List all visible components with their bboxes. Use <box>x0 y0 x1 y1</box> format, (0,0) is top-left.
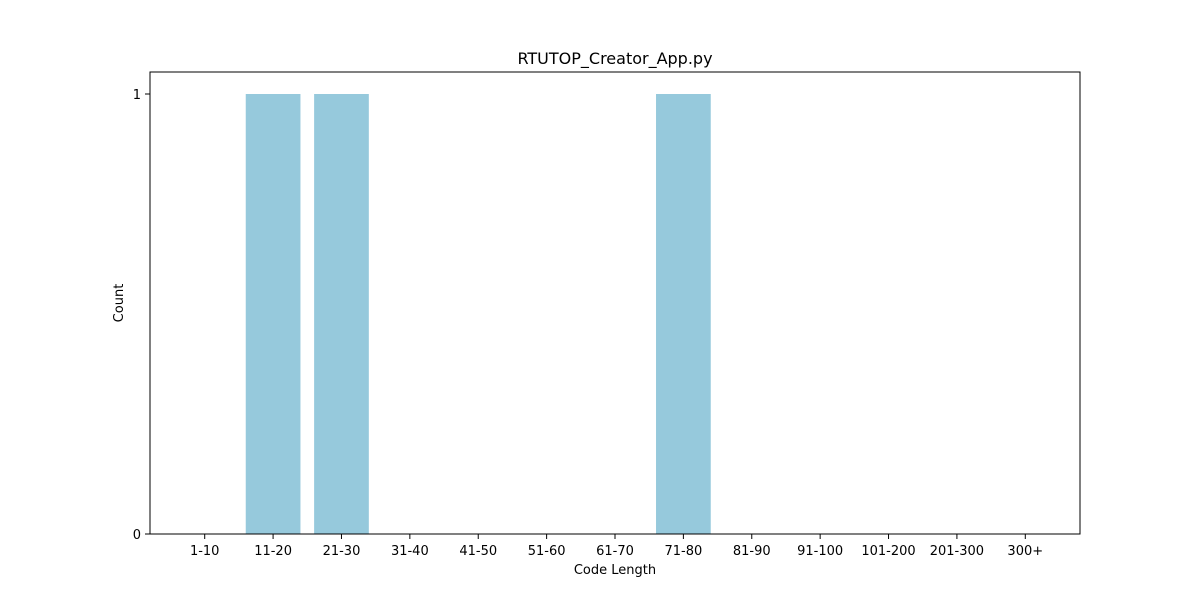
x-tick-label: 21-30 <box>323 544 361 559</box>
bars-layer <box>245 94 711 534</box>
x-tick-label: 300+ <box>1007 544 1043 559</box>
x-tick-label: 91-100 <box>797 544 843 559</box>
bar-21-30 <box>314 94 369 534</box>
y-tick-label: 1 <box>133 88 141 103</box>
y-tick-label: 0 <box>133 528 141 543</box>
bar-11-20 <box>245 94 301 534</box>
x-tick-label: 81-90 <box>733 544 771 559</box>
x-tick-label: 201-300 <box>930 544 984 559</box>
chart-title: RTUTOP_Creator_App.py <box>517 49 712 69</box>
x-axis-ticks: 1-10 11-20 21-30 31-40 41-50 51-60 61-70 71-80 8… <box>190 534 1043 559</box>
x-tick-label: 31-40 <box>391 544 429 559</box>
bar-71-80 <box>656 94 711 534</box>
x-tick-label: 51-60 <box>528 544 566 559</box>
x-tick-label: 101-200 <box>861 544 915 559</box>
x-axis-label: Code Length <box>574 563 656 578</box>
x-tick-label: 1-10 <box>190 544 220 559</box>
x-tick-label: 71-80 <box>664 544 702 559</box>
y-axis-ticks: 01 <box>133 88 150 543</box>
x-tick-label: 11-20 <box>254 544 292 559</box>
x-tick-label: 41-50 <box>459 544 497 559</box>
x-tick-label: 61-70 <box>596 544 634 559</box>
y-axis-label: Count <box>112 284 127 323</box>
